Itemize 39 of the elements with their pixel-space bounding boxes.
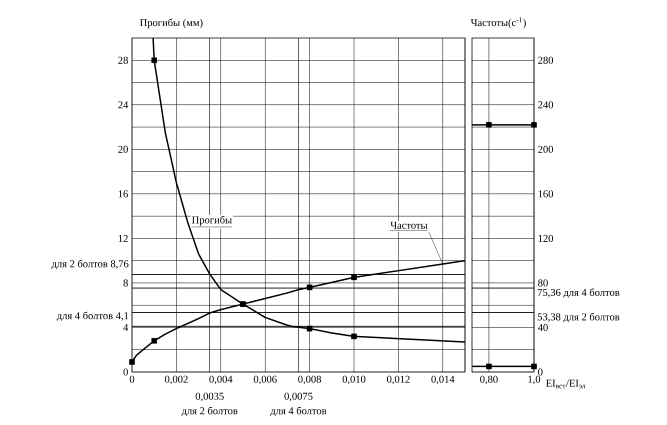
y2-tick-label: 120	[538, 234, 554, 242]
y2-tick-label: 80	[538, 279, 548, 286]
y-tick-label: 20	[118, 146, 128, 153]
y2-axis-title: Частоты(с$^{-1}$)	[470, 17, 526, 28]
x-tick-label: 0,006	[254, 376, 277, 384]
x-tick-label: 0,014	[431, 376, 454, 384]
x-tick-label: 0,002	[164, 376, 188, 384]
ref-line-label: 0,0075	[284, 392, 313, 402]
ref-line-label: для 2 болтов 8,76	[52, 260, 128, 270]
y-axis-title: Прогибы (мм)	[140, 18, 203, 28]
y-tick-label: 12	[118, 234, 128, 242]
x-tick-label: 0,010	[342, 376, 366, 384]
ref-line-label: 0,0035	[196, 392, 224, 402]
y-tick-label: 8	[123, 279, 128, 286]
x-tick-label: 1,0	[528, 376, 540, 384]
y-tick-label: 28	[118, 56, 128, 64]
x-axis-title: EI$_{вст}$/EI$_{эл}$	[546, 380, 586, 388]
x-tick-label: 0,008	[298, 376, 322, 384]
y2-tick-label: 0	[538, 368, 543, 376]
y-tick-label: 24	[118, 101, 128, 108]
y2-tick-label: 240	[538, 101, 554, 108]
y2-tick-label: 280	[538, 56, 554, 64]
ref-line-label: для 4 болтов 4,1	[56, 312, 128, 322]
text: Частоты	[390, 222, 428, 229]
x-tick-label: 0,80	[480, 376, 498, 384]
y-tick-label: 0	[123, 368, 128, 376]
series-label: Прогибы	[192, 216, 232, 226]
ref-line-label: 53,38 для 2 болтов	[538, 312, 620, 322]
y2-tick-label: 200	[538, 146, 554, 153]
text: для 4 болтов	[270, 406, 326, 416]
x-tick-label: 0	[130, 376, 134, 383]
y-tick-label: 4	[123, 324, 128, 331]
x-tick-label: 0,004	[209, 376, 232, 384]
x-tick-label: 0,012	[386, 376, 410, 384]
y-tick-label: 16	[118, 190, 128, 198]
y2-tick-label: 40	[538, 324, 548, 332]
text: для 2 болтов	[182, 406, 238, 416]
y2-tick-label: 160	[538, 190, 554, 198]
ref-line-label: 75,36 для 4 болтов	[538, 288, 620, 298]
